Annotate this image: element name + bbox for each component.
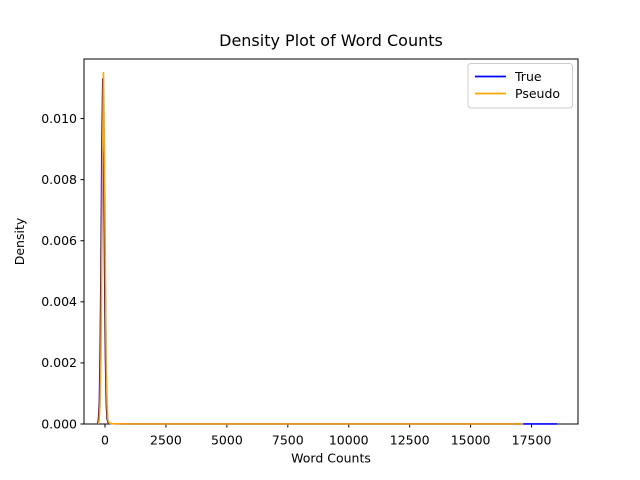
series-true-line: [96, 78, 558, 425]
y-tick-label: 0.002: [41, 355, 77, 370]
y-tick-label: 0.006: [41, 233, 77, 248]
legend-frame: [467, 63, 573, 109]
x-tick-label: 7500: [272, 433, 304, 448]
series-pseudo-line: [97, 71, 524, 425]
y-axis-label: Density: [12, 217, 27, 265]
y-tick-label: 0.010: [41, 111, 77, 126]
x-tick-label: 0: [101, 433, 109, 448]
x-tick-label: 10000: [329, 433, 369, 448]
y-tick-label: 0.000: [41, 416, 77, 431]
x-tick-label: 15000: [451, 433, 491, 448]
y-tick-label: 0.008: [41, 172, 77, 187]
axes-frame: [83, 58, 579, 425]
x-axis: 0 2500 5000 7500 10000 12500 15000 17500: [101, 424, 551, 448]
x-tick-label: 5000: [211, 433, 243, 448]
x-tick-label: 2500: [150, 433, 182, 448]
legend-label-pseudo: Pseudo: [515, 86, 560, 101]
legend: True Pseudo: [467, 63, 573, 109]
legend-label-true: True: [514, 69, 542, 84]
x-axis-label: Word Counts: [291, 451, 371, 466]
y-axis: 0.000 0.002 0.004 0.006 0.008 0.010: [41, 111, 84, 431]
y-tick-label: 0.004: [41, 294, 77, 309]
chart-title: Density Plot of Word Counts: [219, 31, 443, 50]
x-tick-label: 12500: [390, 433, 430, 448]
x-tick-label: 17500: [512, 433, 552, 448]
